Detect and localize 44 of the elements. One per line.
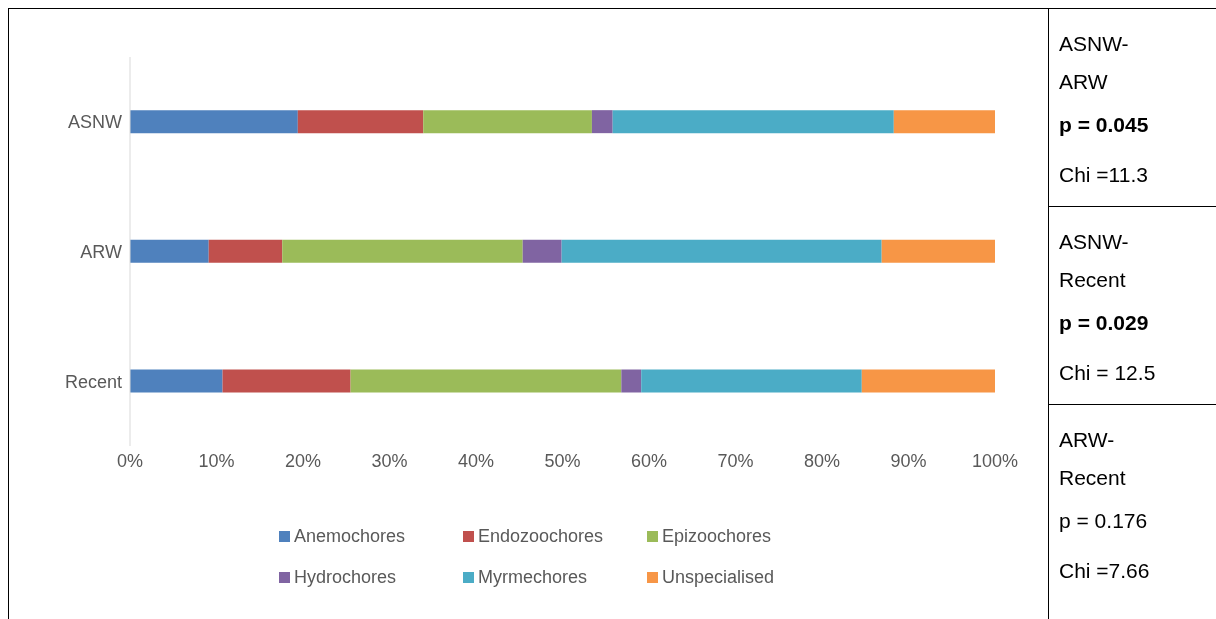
y-tick-label: ASNW — [68, 112, 123, 133]
x-tick-label: 40% — [457, 450, 495, 471]
x-tick-label: 10% — [198, 450, 235, 471]
bar — [423, 110, 592, 134]
x-tick-label: 60% — [630, 450, 668, 471]
bar — [861, 369, 995, 393]
x-tick-label: 90% — [890, 450, 927, 471]
bar — [222, 369, 351, 393]
y-tick-label: Recent — [64, 371, 122, 392]
text: Chi =7.66 — [1059, 559, 1151, 583]
x-tick-label: 50% — [544, 450, 581, 471]
text: Chi =11.3 — [1059, 163, 1149, 187]
x-tick-label: 70% — [717, 450, 754, 471]
text: Chi = 12.5 — [1059, 361, 1157, 385]
legend-label: Hydrochores — [294, 567, 397, 588]
text: p = 0.029 — [1059, 311, 1150, 335]
bar — [130, 239, 209, 263]
x-tick-label: 100% — [971, 450, 1019, 471]
legend-label: Epizoochores — [662, 526, 772, 547]
bar — [612, 110, 894, 134]
x-tick-label: 0% — [116, 450, 144, 471]
bar — [893, 110, 995, 134]
y-tick-label: ARW — [80, 241, 123, 262]
legend-label: Myrmechores — [478, 567, 588, 588]
bar — [522, 239, 562, 263]
bar — [297, 110, 424, 134]
text: p = 0.176 — [1059, 509, 1149, 533]
bar — [130, 369, 223, 393]
bar — [561, 239, 882, 263]
legend-label: Unspecialised — [662, 567, 775, 588]
x-tick-label: 80% — [803, 450, 841, 471]
bar — [881, 239, 995, 263]
x-tick-label: 30% — [371, 450, 408, 471]
legend-label: Anemochores — [294, 526, 406, 547]
bar — [208, 239, 283, 263]
bar — [641, 369, 862, 393]
text: p = 0.045 — [1059, 113, 1150, 137]
legend-label: Endozoochores — [478, 526, 604, 547]
x-tick-label: 20% — [284, 450, 322, 471]
bar — [130, 110, 298, 134]
bar — [350, 369, 622, 393]
bar — [282, 239, 523, 263]
bar — [591, 110, 613, 134]
bar — [621, 369, 642, 393]
